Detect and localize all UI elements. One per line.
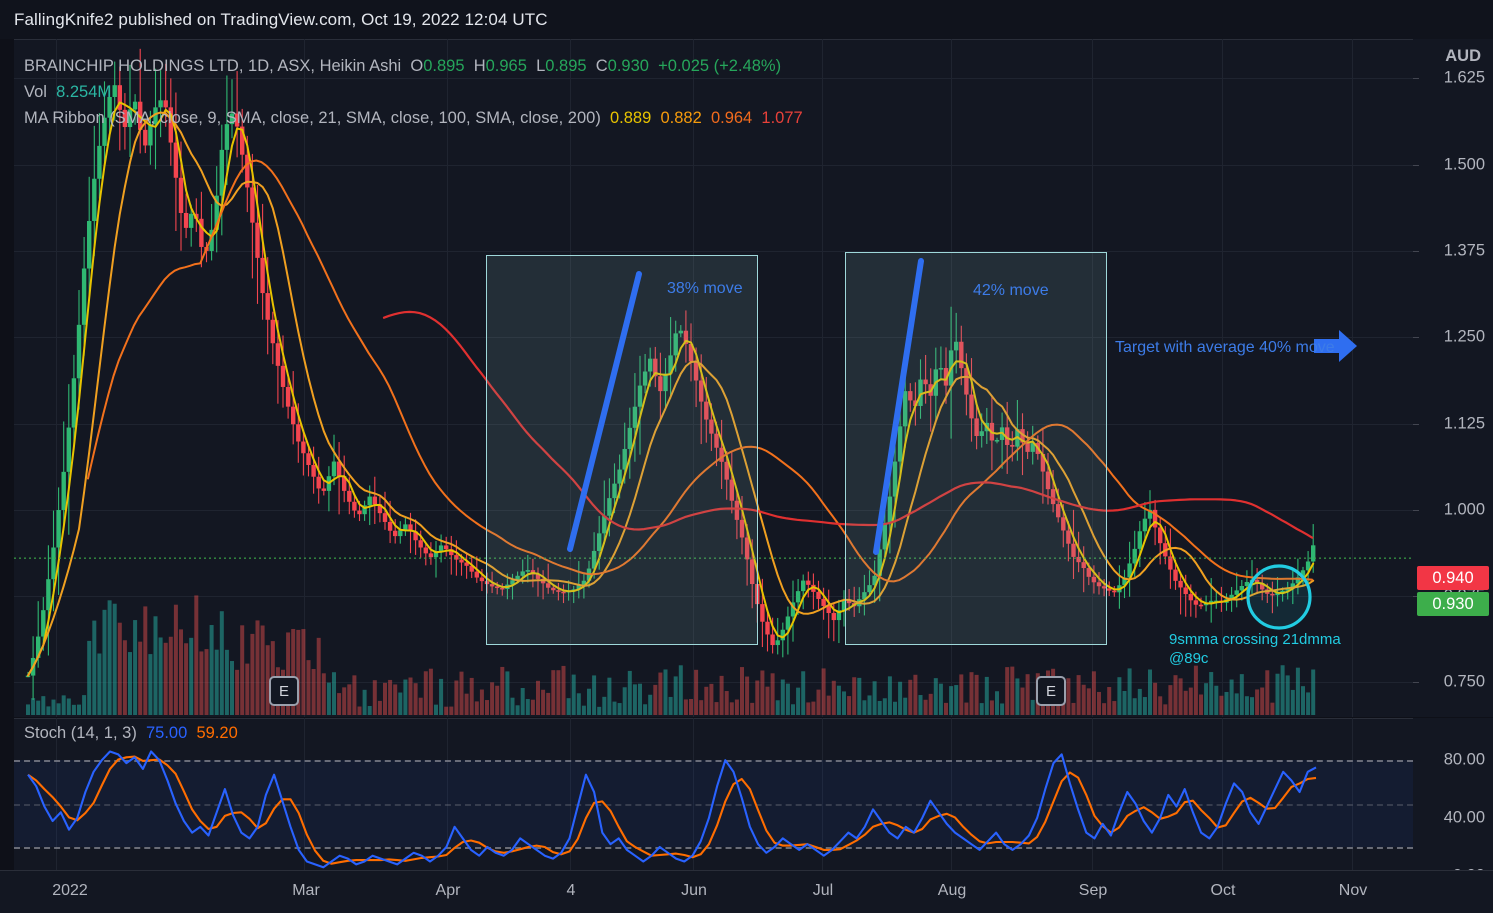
price-axis-prev-badge: 0.940 xyxy=(1417,566,1489,590)
price-axis-last-badge: 0.930 xyxy=(1417,592,1489,616)
legend-change-pct: (+2.48%) xyxy=(713,57,782,75)
time-axis[interactable]: 2022 Mar Apr 4 Jun Jul Aug Sep Oct Nov xyxy=(0,870,1493,913)
legend-exchange: ASX xyxy=(277,57,311,75)
legend-open: 0.895 xyxy=(423,57,465,75)
stoch-level-line xyxy=(14,760,1413,763)
stoch-top-border xyxy=(14,718,1413,719)
price-gridline-vertical xyxy=(1222,39,1223,717)
time-axis-tick-label: Oct xyxy=(1210,882,1236,899)
time-axis-tick-label: Jul xyxy=(812,882,834,899)
price-gridline xyxy=(14,250,1413,252)
legend-row-volume[interactable]: Vol 8.254M xyxy=(24,79,803,105)
price-gridline-vertical xyxy=(447,39,448,717)
stoch-gridline-vertical xyxy=(1352,718,1353,870)
legend-change: +0.025 xyxy=(658,57,710,75)
legend-open-label: O xyxy=(410,57,424,75)
legend-chart-type: Heikin Ashi xyxy=(319,57,402,75)
time-axis-tick-label: Nov xyxy=(1338,882,1368,899)
price-axis-tickmark xyxy=(1413,337,1419,339)
price-axis-tick-label: 1.125 xyxy=(1443,414,1485,433)
price-axis-tick-label: 1.625 xyxy=(1443,68,1485,87)
price-axis-tickmark xyxy=(1413,78,1419,80)
time-axis-tick-label: Mar xyxy=(292,882,320,899)
stoch-axis-tick-label: 40.00 xyxy=(1443,808,1485,827)
pane-top-border xyxy=(14,39,1413,40)
legend-high: 0.965 xyxy=(485,57,527,75)
price-axis-tickmark xyxy=(1413,682,1419,684)
legend-row-symbol[interactable]: BRAINCHIP HOLDINGS LTD, 1D, ASX, Heikin … xyxy=(24,57,782,75)
time-axis-tick-label: Jun xyxy=(681,882,707,899)
price-axis-currency: AUD xyxy=(1445,47,1481,65)
price-gridline xyxy=(14,682,1413,684)
legend-high-label: H xyxy=(473,57,486,75)
earnings-marker-2[interactable]: E xyxy=(1036,676,1066,706)
price-axis-tickmark xyxy=(1413,509,1419,511)
price-gridline-vertical xyxy=(1352,39,1353,717)
stoch-level-line xyxy=(14,847,1413,850)
stochastic-pane[interactable]: Stoch (14, 1, 3) 75.00 59.20 xyxy=(14,718,1413,870)
legend-row-ma-ribbon[interactable]: MA Ribbon (SMA, close, 9, SMA, close, 21… xyxy=(24,105,803,131)
price-axis-tick-label: 1.500 xyxy=(1443,155,1485,174)
price-axis-tick-label: 1.000 xyxy=(1443,500,1485,519)
time-axis-tick-label: Sep xyxy=(1078,882,1108,899)
price-axis[interactable]: AUD 1.6251.5001.3751.2501.1251.0000.8750… xyxy=(1413,39,1493,717)
price-axis-tick-label: 1.250 xyxy=(1443,327,1485,346)
time-axis-tick-label: 2022 xyxy=(52,882,88,899)
price-gridline-vertical xyxy=(56,39,57,717)
price-gridline xyxy=(14,78,1413,80)
price-gridline xyxy=(14,164,1413,166)
stochastic-legend[interactable]: Stoch (14, 1, 3) 75.00 59.20 xyxy=(24,724,238,743)
legend-low: 0.895 xyxy=(545,57,587,75)
annotation-move-1[interactable]: 38% move xyxy=(667,280,743,297)
price-axis-tickmark xyxy=(1413,164,1419,166)
annotation-move-2[interactable]: 42% move xyxy=(973,282,1049,299)
annotation-cross-line-1[interactable]: 9smma crossing 21dmma xyxy=(1169,631,1341,648)
price-gridline-vertical xyxy=(304,39,305,717)
stoch-title: Stoch (14, 1, 3) xyxy=(24,724,137,742)
time-axis-tick-label: Aug xyxy=(937,882,967,899)
time-axis-tick-label: Apr xyxy=(435,882,461,899)
legend-close-label: C xyxy=(595,57,608,75)
legend-low-label: L xyxy=(536,57,546,75)
publisher-bar: FallingKnife2 published on TradingView.c… xyxy=(0,0,1493,39)
time-axis-tick-label: 4 xyxy=(566,882,576,899)
legend-close: 0.930 xyxy=(607,57,649,75)
legend-volume-value: 8.254M xyxy=(56,83,112,101)
price-axis-tick-label: 0.750 xyxy=(1443,672,1485,691)
legend-ma21-value: 0.882 xyxy=(660,109,702,127)
highlight-box-1[interactable] xyxy=(486,255,758,645)
legend-ma200-value: 1.077 xyxy=(761,109,803,127)
price-axis-tickmark xyxy=(1413,596,1419,598)
legend-ma9-value: 0.889 xyxy=(610,109,652,127)
legend-volume-label: Vol xyxy=(24,83,47,101)
chart-legend: BRAINCHIP HOLDINGS LTD, 1D, ASX, Heikin … xyxy=(24,53,803,131)
earnings-marker-1[interactable]: E xyxy=(269,676,299,706)
stoch-k-value: 75.00 xyxy=(145,724,188,742)
stoch-axis-tick-label: 80.00 xyxy=(1443,750,1485,769)
price-gridline-vertical xyxy=(822,39,823,717)
time-axis-border xyxy=(0,870,1493,871)
publisher-text: FallingKnife2 published on TradingView.c… xyxy=(14,9,548,29)
legend-interval: 1D xyxy=(248,57,270,75)
price-axis-tickmark xyxy=(1413,423,1419,425)
price-axis-tickmark xyxy=(1413,250,1419,252)
price-axis-tick-label: 1.375 xyxy=(1443,241,1485,260)
annotation-cross-line-2[interactable]: @89c xyxy=(1169,650,1209,667)
annotation-target[interactable]: Target with average 40% move xyxy=(1115,339,1335,356)
legend-ma-title: MA Ribbon (SMA, close, 9, SMA, close, 21… xyxy=(24,109,601,127)
price-pane[interactable]: 38% move 42% move Target with average 40… xyxy=(14,39,1413,717)
legend-ma100-value: 0.964 xyxy=(710,109,753,127)
stoch-d-value: 59.20 xyxy=(196,724,238,742)
highlight-box-2[interactable] xyxy=(845,252,1107,645)
stoch-level-line xyxy=(14,803,1413,806)
